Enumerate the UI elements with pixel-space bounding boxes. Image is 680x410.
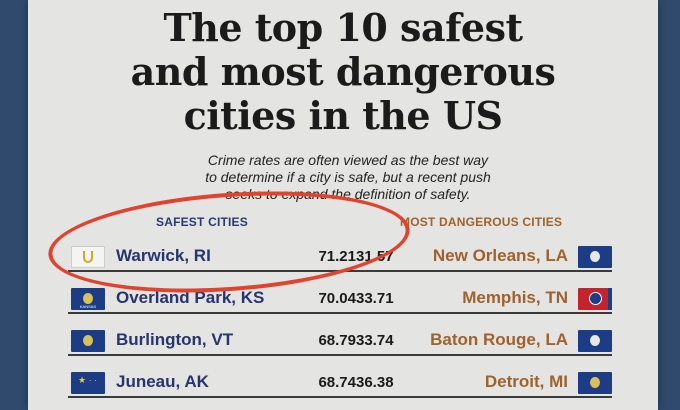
title-line: and most dangerous (130, 49, 556, 94)
title-line: The top 10 safest (163, 5, 523, 50)
tennessee-flag-icon (578, 288, 612, 310)
alaska-flag-icon: ★ · · (71, 372, 105, 394)
flag-caption: KANSAS (79, 304, 97, 309)
page-title: The top 10 safest and most dangerous cit… (28, 6, 658, 138)
city-name: Baton Rouge, LA (430, 330, 568, 349)
dangerous-cities-heading: MOST DANGEROUS CITIES (400, 215, 563, 229)
dangerous-row: 31.57 New Orleans, LA (346, 238, 612, 272)
article-graphic: The top 10 safest and most dangerous cit… (28, 0, 658, 410)
safest-row: Warwick, RI 71.21 (68, 238, 360, 272)
safety-score: 33.74 (356, 332, 394, 349)
safety-score: 70.04 (318, 290, 356, 307)
city-name: Warwick, RI (116, 246, 211, 265)
safety-score: 68.79 (318, 332, 356, 349)
city-name: New Orleans, LA (432, 246, 568, 265)
subtitle: Crime rates are often viewed as the best… (148, 152, 548, 203)
subtitle-line: to determine if a city is safe, but a re… (205, 169, 491, 185)
row-divider (68, 312, 360, 314)
row-divider (68, 396, 360, 398)
title-line: cities in the US (183, 93, 503, 138)
subtitle-line: Crime rates are often viewed as the best… (207, 152, 489, 168)
safest-row: KANSAS Overland Park, KS 70.04 (68, 280, 360, 314)
city-name: Overland Park, KS (116, 288, 265, 307)
dangerous-row: 33.74 Baton Rouge, LA (346, 322, 612, 356)
michigan-flag-icon (578, 372, 612, 394)
dangerous-row: 36.38 Detroit, MI (346, 364, 612, 398)
city-name: Burlington, VT (116, 330, 234, 349)
kansas-flag-icon: KANSAS (71, 288, 105, 310)
louisiana-flag-icon (578, 246, 612, 268)
safety-score: 36.38 (356, 374, 394, 391)
safety-score: 31.57 (356, 248, 394, 265)
subtitle-line: seeks to expand the definition of safety… (225, 186, 471, 202)
row-divider (346, 396, 612, 398)
city-name: Detroit, MI (484, 372, 568, 391)
safety-score: 71.21 (318, 248, 356, 265)
dangerous-row: 33.71 Memphis, TN (346, 280, 612, 314)
row-divider (346, 354, 612, 356)
row-divider (68, 270, 360, 272)
city-name: Juneau, AK (116, 372, 209, 391)
city-name: Memphis, TN (462, 288, 568, 307)
row-divider (68, 354, 360, 356)
row-divider (346, 270, 612, 272)
louisiana-flag-icon (578, 330, 612, 352)
vermont-flag-icon (71, 330, 105, 352)
safety-score: 33.71 (356, 290, 394, 307)
rhode-island-flag-icon (71, 246, 105, 268)
safest-row: ★ · · Juneau, AK 68.74 (68, 364, 360, 398)
safety-score: 68.74 (318, 374, 356, 391)
safest-row: Burlington, VT 68.79 (68, 322, 360, 356)
row-divider (346, 312, 612, 314)
safest-cities-heading: SAFEST CITIES (156, 215, 248, 229)
